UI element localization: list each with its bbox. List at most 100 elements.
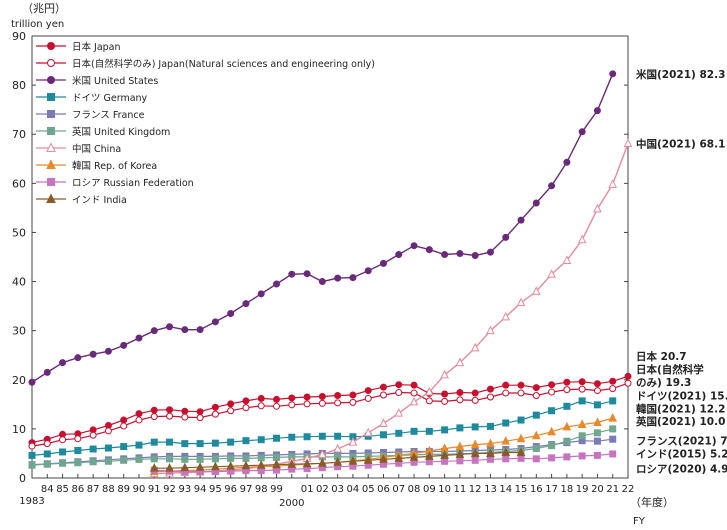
data-point — [593, 417, 602, 427]
data-point — [150, 455, 158, 463]
end-label: のみ) 19.3 — [636, 377, 691, 389]
legend-label: 日本 Japan — [72, 41, 121, 53]
x-tick-label: 17 — [545, 484, 558, 495]
legend-marker — [47, 42, 55, 50]
x-tick-label: 90 — [133, 484, 146, 495]
legend-marker — [47, 76, 55, 84]
data-point — [577, 234, 587, 244]
data-point — [150, 438, 158, 446]
x-tick-label: 2000 — [279, 498, 304, 509]
data-point — [548, 407, 556, 415]
end-label: 韓国(2021) 12.2 — [636, 402, 725, 415]
legend-label: ロシア Russian Federation — [72, 178, 194, 189]
x-tick-label: 19 — [576, 484, 589, 495]
data-point — [441, 397, 449, 405]
data-point — [120, 422, 128, 430]
data-point — [166, 406, 174, 414]
data-point — [410, 427, 418, 435]
data-point — [608, 179, 618, 188]
data-point — [257, 402, 265, 410]
legend-item-6: 中国 China — [36, 142, 121, 155]
x-tick-label: 07 — [392, 484, 405, 495]
data-point — [150, 327, 158, 335]
data-point — [486, 248, 494, 256]
data-point — [150, 413, 158, 421]
data-point — [578, 385, 586, 393]
data-point — [166, 323, 174, 331]
x-tick-label: 87 — [87, 484, 100, 495]
unit-label-en: trillion yen — [11, 19, 64, 30]
data-point — [272, 459, 281, 469]
data-point — [89, 445, 97, 453]
end-label: ドイツ(2021) 15.7 — [636, 390, 727, 402]
data-point — [257, 454, 265, 462]
data-point — [608, 412, 618, 422]
x-tick-label: 98 — [255, 484, 268, 495]
data-point — [120, 456, 128, 464]
data-point — [440, 450, 449, 459]
data-point — [425, 246, 433, 254]
data-point — [502, 389, 510, 397]
data-point — [181, 407, 189, 415]
data-point — [241, 460, 251, 470]
series-line-3 — [31, 400, 613, 456]
legend-item-4: フランス France — [36, 110, 145, 121]
data-point — [89, 431, 97, 439]
data-point — [257, 394, 265, 402]
data-point — [486, 393, 494, 401]
data-point — [211, 455, 219, 463]
data-point — [486, 422, 494, 430]
y-tick-label: 40 — [12, 276, 26, 289]
data-point — [149, 463, 159, 472]
data-point — [59, 436, 67, 444]
end-label: インド(2015) 5.2 — [636, 448, 727, 460]
y-tick-label: 60 — [12, 177, 26, 190]
data-point — [211, 410, 219, 418]
data-point — [165, 463, 174, 472]
data-point — [135, 410, 143, 418]
data-point — [104, 444, 112, 452]
data-point — [517, 216, 525, 224]
data-point — [379, 383, 387, 391]
data-point — [303, 270, 311, 278]
data-point — [471, 252, 479, 260]
data-point — [501, 447, 511, 456]
data-point — [425, 397, 433, 405]
data-point — [181, 440, 189, 448]
data-point — [303, 400, 311, 408]
data-point — [562, 421, 572, 431]
data-point — [135, 416, 143, 424]
legend-label: フランス France — [72, 110, 145, 121]
x-axis-title-en: FY — [633, 516, 646, 527]
series-3 — [28, 397, 617, 459]
x-tick-label: 12 — [469, 484, 482, 495]
data-point — [395, 429, 403, 437]
data-point — [318, 458, 327, 467]
data-point — [242, 404, 250, 412]
data-point — [349, 398, 357, 406]
data-point — [609, 70, 617, 78]
end-label: フランス(2021) 7.9 — [636, 436, 727, 448]
data-point — [273, 402, 281, 410]
x-tick-label: 16 — [530, 484, 543, 495]
data-point — [288, 401, 296, 409]
data-point — [196, 455, 204, 463]
data-point — [547, 426, 556, 436]
data-point — [227, 309, 235, 317]
data-point — [548, 454, 556, 462]
data-point — [28, 442, 36, 450]
data-point — [303, 433, 311, 441]
data-point — [548, 442, 556, 450]
data-point — [242, 397, 250, 405]
data-point — [273, 280, 281, 288]
data-point — [395, 381, 403, 389]
end-labels: 米国(2021) 82.3 中国(2021) 68.1 日本 20.7日本(自然科学… — [635, 68, 727, 476]
data-point — [349, 274, 357, 282]
data-point — [242, 300, 250, 308]
legend-label: 米国 United States — [72, 75, 158, 87]
data-point — [531, 430, 541, 440]
data-point — [287, 459, 297, 468]
data-point — [410, 381, 418, 389]
data-point — [74, 446, 82, 454]
